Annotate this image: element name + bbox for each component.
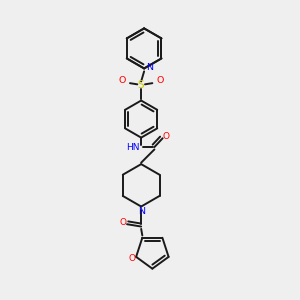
Text: S: S (138, 80, 145, 90)
Text: N: N (146, 63, 153, 72)
Text: O: O (128, 254, 135, 263)
Text: O: O (163, 132, 170, 141)
Text: O: O (118, 76, 126, 85)
Text: O: O (119, 218, 126, 227)
Text: HN: HN (126, 142, 140, 152)
Text: O: O (156, 76, 164, 85)
Text: N: N (138, 207, 145, 216)
